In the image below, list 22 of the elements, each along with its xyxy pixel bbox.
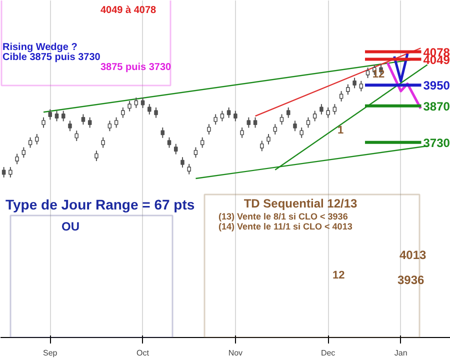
annotation: 12 bbox=[332, 270, 345, 282]
x-tick-label: Jan bbox=[394, 348, 408, 358]
x-tick-label: Sep bbox=[43, 348, 58, 358]
ref-line-label: 3870 bbox=[423, 99, 450, 114]
x-tick-label: Oct bbox=[136, 348, 150, 358]
annotation: 4049 à 4078 bbox=[100, 5, 157, 16]
ref-line-label: 3950 bbox=[423, 78, 450, 93]
ref-line-label: 3730 bbox=[423, 136, 450, 150]
annotation: 4013 bbox=[400, 248, 427, 262]
annotation: (14) Vente le 11/1 si CLO < 4013 bbox=[218, 222, 352, 232]
x-tick-label: Nov bbox=[228, 348, 243, 358]
x-tick-label: Dec bbox=[320, 348, 336, 358]
annotation: 3875 puis 3730 bbox=[100, 62, 172, 73]
annotation: Rising Wedge ? bbox=[2, 42, 78, 53]
annotation: 3936 bbox=[398, 273, 425, 287]
annotation: 1 bbox=[337, 124, 344, 136]
annotation: 12 bbox=[372, 68, 385, 80]
annotation: Type de Jour Range = 67 pts bbox=[6, 196, 195, 212]
annotation: OU bbox=[62, 220, 80, 234]
annotation: TD Sequential 12/13 bbox=[244, 196, 358, 210]
annotation: Cible 3875 puis 3730 bbox=[2, 52, 101, 63]
annotation: (13) Vente le 8/1 si CLO < 3936 bbox=[218, 212, 348, 222]
